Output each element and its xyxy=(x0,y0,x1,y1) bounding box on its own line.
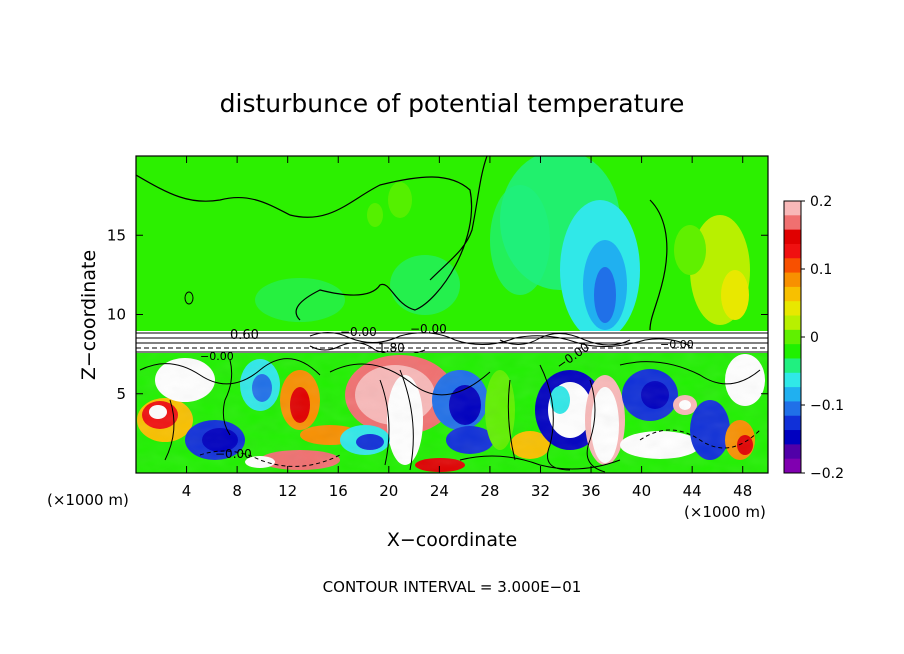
plot-area: 0.60 −0.00 −0.00 1.80 −0.00 −0.00 −0.00 … xyxy=(136,156,768,473)
colorbar-tick-label: −0.2 xyxy=(810,466,844,482)
colorbar-swatch xyxy=(784,215,801,231)
lower-contour-lines xyxy=(139,358,761,473)
x-tick-label: 32 xyxy=(531,482,550,500)
lower-layer-texture xyxy=(136,353,768,473)
colorbar-swatch xyxy=(784,315,801,331)
y-tick-label: 10 xyxy=(107,306,126,324)
x-tick-label: 24 xyxy=(430,482,449,500)
y-tick-label: 15 xyxy=(107,226,126,244)
contour-label: −0.00 xyxy=(340,325,377,339)
colorbar xyxy=(783,200,802,474)
upper-contour-loop xyxy=(184,291,194,305)
colorbar-tick-label: 0.2 xyxy=(810,194,832,210)
x-tick-label: 28 xyxy=(480,482,499,500)
contour-interval-note: CONTOUR INTERVAL = 3.000E−01 xyxy=(323,578,582,596)
x-tick-label: 16 xyxy=(329,482,348,500)
upper-contour-line xyxy=(136,156,668,331)
y-unit-label: (×1000 m) xyxy=(684,503,766,521)
colorbar-tick-label: 0 xyxy=(810,330,819,346)
colorbar-swatch xyxy=(784,301,801,317)
colorbar-swatch xyxy=(784,415,801,431)
contour-label: 0.60 xyxy=(230,328,259,343)
x-axis-ticks: 4 8 12 16 20 24 28 32 36 40 44 48 xyxy=(182,156,752,500)
x-tick-label: 48 xyxy=(733,482,752,500)
colorbar-swatch xyxy=(784,358,801,374)
chart-title: disturbunce of potential temperature xyxy=(220,89,685,118)
colorbar-swatch xyxy=(784,201,801,216)
colorbar-swatch xyxy=(784,286,801,302)
colorbar-tick-label: 0.1 xyxy=(810,262,832,278)
y-axis-title: Z−coordinate xyxy=(78,250,100,380)
colorbar-swatch xyxy=(784,243,801,259)
x-tick-label: 44 xyxy=(683,482,702,500)
x-tick-label: 4 xyxy=(182,482,192,500)
colorbar-swatch xyxy=(784,444,801,460)
colorbar-swatch xyxy=(784,329,801,345)
x-axis-title: X−coordinate xyxy=(387,529,517,551)
colorbar-swatch xyxy=(784,344,801,359)
x-tick-label: 20 xyxy=(379,482,398,500)
contour-label: −0.00 xyxy=(660,338,694,351)
colorbar-swatch xyxy=(784,401,801,417)
inversion-lines xyxy=(136,332,768,356)
contour-label: −0.00 xyxy=(215,447,252,461)
colorbar-swatch xyxy=(784,387,801,402)
contour-label: 1.80 xyxy=(378,341,405,355)
colorbar-swatch xyxy=(784,229,801,245)
colorbar-swatch xyxy=(784,458,801,474)
contour-label: −0.00 xyxy=(410,322,447,336)
x-tick-label: 8 xyxy=(232,482,242,500)
y-tick-label: 5 xyxy=(116,385,126,403)
upper-layer-field xyxy=(136,156,768,331)
colorbar-swatch xyxy=(784,372,801,388)
x-tick-label: 12 xyxy=(278,482,297,500)
upper-layer-features xyxy=(255,156,750,340)
colorbar-swatch xyxy=(784,430,801,445)
colorbar-swatch xyxy=(784,272,801,288)
colorbar-tick-label: −0.1 xyxy=(810,398,844,414)
x-tick-label: 36 xyxy=(581,482,600,500)
colorbar-swatch xyxy=(784,258,801,274)
contour-label: −0.00 xyxy=(200,350,234,363)
x-unit-label: (×1000 m) xyxy=(47,491,129,509)
x-tick-label: 40 xyxy=(632,482,651,500)
y-axis-ticks: 5 10 15 xyxy=(107,226,768,403)
colorbar-labels: 0.2 0.1 0 −0.1 −0.2 xyxy=(801,194,844,482)
